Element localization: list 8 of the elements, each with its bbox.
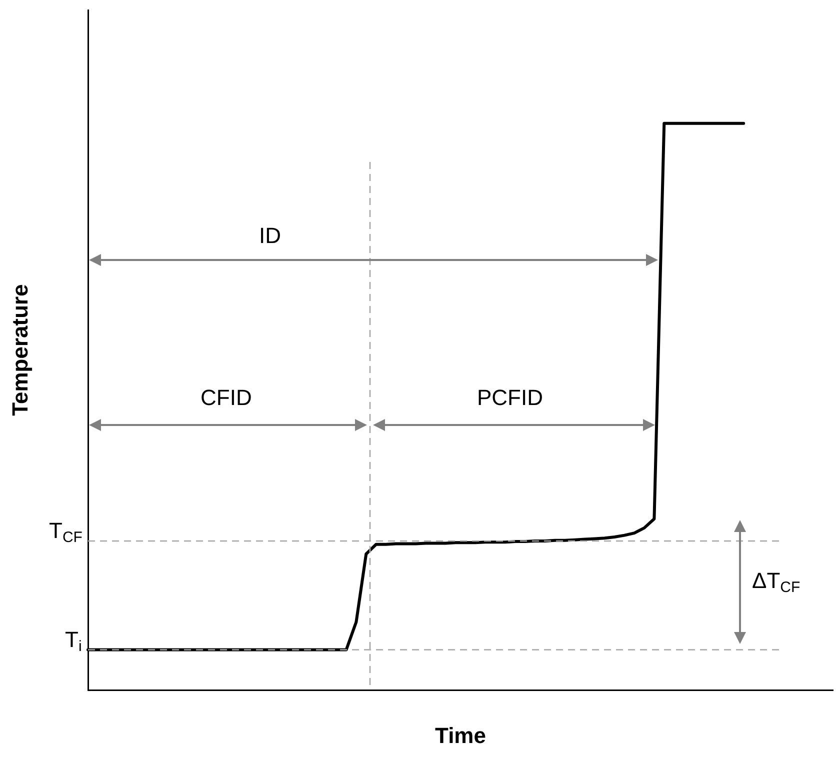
annotation: PCFID: [477, 385, 543, 410]
ref-line-label: T$_{i}$: [65, 627, 82, 656]
y-axis-title: Temperature: [7, 284, 32, 416]
x-axis-title: Time: [435, 722, 486, 748]
ref-line-label: T$_{CF}$: [49, 518, 82, 546]
annotation: ΔT$_{CF}$: [752, 568, 800, 596]
annotation: CFID: [200, 385, 252, 410]
annotation: ID: [259, 223, 281, 248]
